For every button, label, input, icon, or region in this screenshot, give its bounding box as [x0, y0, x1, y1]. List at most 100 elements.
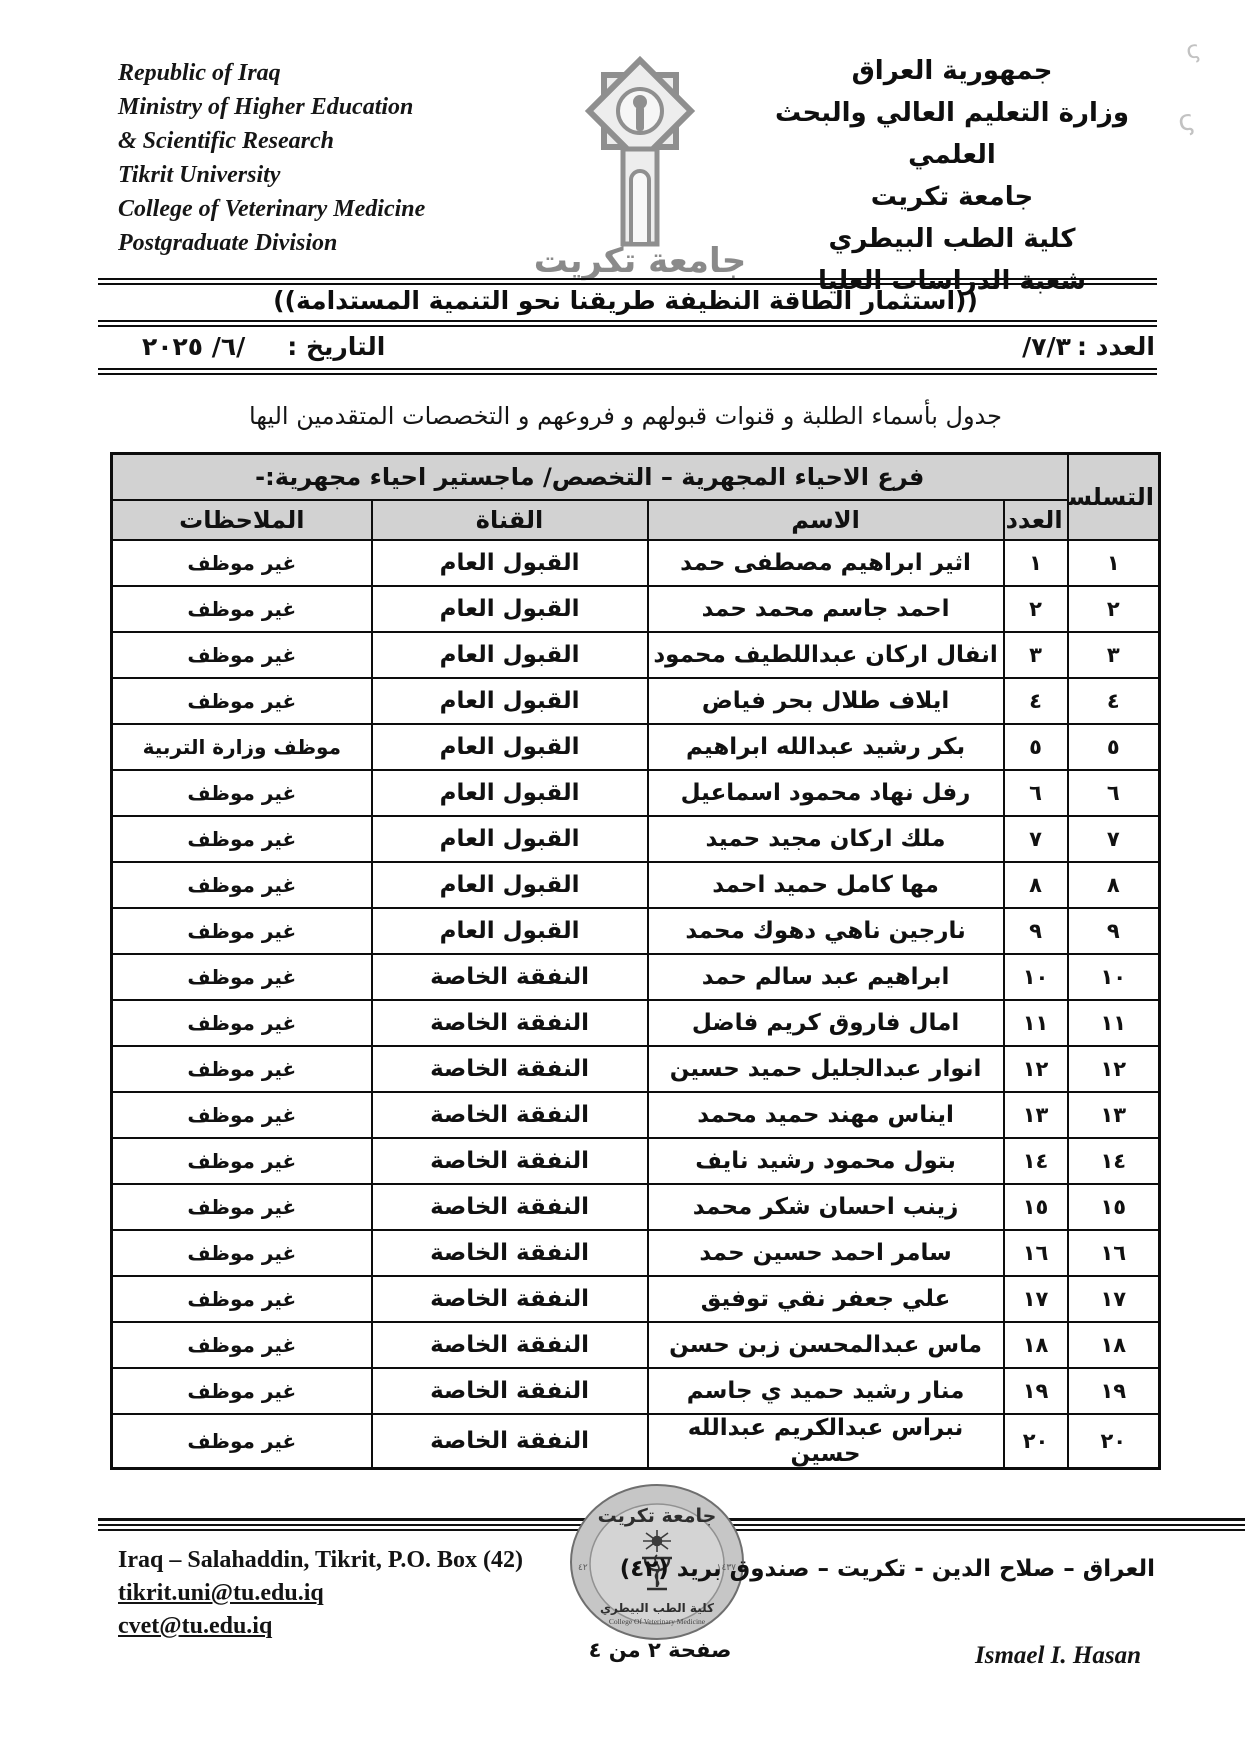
seal-year-left: ٤٢: [578, 1563, 588, 1573]
cell-serial: ٢: [1066, 584, 1161, 633]
cell-admission-channel: النفقة الخاصة: [370, 952, 649, 1001]
cell-student-name: مها كامل حميد احمد: [646, 860, 1005, 909]
cell-serial: ١٧: [1066, 1274, 1161, 1323]
cell-count: ١٣: [1002, 1090, 1069, 1139]
table-row: ٧ ٧ ملك اركان مجيد حميد القبول العام غير…: [110, 814, 1161, 863]
table-row: ١١ ١١ امال فاروق كريم فاضل النفقة الخاصة…: [110, 998, 1161, 1047]
table-row: ٥ ٥ بكر رشيد عبدالله ابراهيم القبول العا…: [110, 722, 1161, 771]
column-header-notes: الملاحظات: [110, 498, 373, 541]
seal-year-right: ١٤٣٧: [717, 1563, 737, 1573]
document-number-label: العدد :: [1076, 332, 1155, 361]
cell-notes: غير موظف: [110, 1228, 373, 1277]
cell-student-name: امال فاروق كريم فاضل: [646, 998, 1005, 1047]
cell-count: ١٨: [1002, 1320, 1069, 1369]
cell-count: ٥: [1002, 722, 1069, 771]
cell-serial: ١٢: [1066, 1044, 1161, 1093]
slogan-banner: ((استثمار الطاقة النظيفة طريقنا نحو التن…: [273, 286, 978, 315]
table-row: ٦ ٦ رفل نهاد محمود اسماعيل القبول العام …: [110, 768, 1161, 817]
pencil-mark: ς: [1183, 34, 1203, 66]
letterhead-arabic-line: وزارة التعليم العالي والبحث العلمي: [775, 98, 1129, 170]
cell-student-name: ملك اركان مجيد حميد: [646, 814, 1005, 863]
cell-student-name: احمد جاسم محمد حمد: [646, 584, 1005, 633]
cell-count: ٨: [1002, 860, 1069, 909]
cell-serial: ١٦: [1066, 1228, 1161, 1277]
letterhead-english-line: Republic of Iraq: [118, 60, 281, 86]
cell-serial: ١٤: [1066, 1136, 1161, 1185]
divider-rule: [98, 368, 1157, 375]
cell-admission-channel: النفقة الخاصة: [370, 1090, 649, 1139]
footer-email-university: tikrit.uni@tu.edu.iq: [118, 1580, 324, 1606]
cell-count: ١٦: [1002, 1228, 1069, 1277]
cell-notes: غير موظف: [110, 768, 373, 817]
cell-notes: غير موظف: [110, 952, 373, 1001]
cell-serial: ٤: [1066, 676, 1161, 725]
cell-admission-channel: القبول العام: [370, 860, 649, 909]
cell-admission-channel: النفقة الخاصة: [370, 1366, 649, 1415]
cell-student-name: نارجين ناهي دهوك محمد: [646, 906, 1005, 955]
cell-admission-channel: النفقة الخاصة: [370, 998, 649, 1047]
cell-notes: غير موظف: [110, 860, 373, 909]
cell-admission-channel: النفقة الخاصة: [370, 1044, 649, 1093]
cell-student-name: علي جعفر نقي توفيق: [646, 1274, 1005, 1323]
cell-count: ٢: [1002, 584, 1069, 633]
cell-notes: غير موظف: [110, 1412, 373, 1469]
college-seal-icon: جامعة تكريت كلية الطب البيطري College Of…: [570, 1484, 744, 1640]
cell-student-name: نبراس عبدالكريم عبدالله حسين: [646, 1412, 1005, 1469]
cell-notes: غير موظف: [110, 1044, 373, 1093]
cell-admission-channel: النفقة الخاصة: [370, 1182, 649, 1231]
students-table: التسلسل فرع الاحياء المجهرية – التخصص/ م…: [110, 452, 1162, 1470]
cell-serial: ٣: [1066, 630, 1161, 679]
cell-serial: ١: [1066, 538, 1161, 587]
cell-serial: ١٣: [1066, 1090, 1161, 1139]
document-date-label: التاريخ :: [287, 332, 386, 361]
cell-count: ١٥: [1002, 1182, 1069, 1231]
column-header-count: العدد: [1002, 498, 1069, 541]
cell-notes: غير موظف: [110, 1320, 373, 1369]
letterhead-arabic-line: شعبة الدراسات العليا: [817, 266, 1087, 296]
footer-address-en-line: Iraq – Salahaddin, Tikrit, P.O. Box (42): [118, 1547, 523, 1573]
cell-count: ١١: [1002, 998, 1069, 1047]
table-row: ٢٠ ٢٠ نبراس عبدالكريم عبدالله حسين النفق…: [110, 1412, 1161, 1469]
cell-student-name: زينب احسان شكر محمد: [646, 1182, 1005, 1231]
signature-name: Ismael I. Hasan: [974, 1642, 1141, 1669]
cell-admission-channel: القبول العام: [370, 538, 649, 587]
cell-notes: غير موظف: [110, 584, 373, 633]
seal-pharmacy-cup-icon: [642, 1554, 672, 1591]
table-row: ١٢ ١٢ انوار عبدالجليل حميد حسين النفقة ا…: [110, 1044, 1161, 1093]
letterhead-english-line: Ministry of Higher Education: [118, 94, 414, 120]
cell-admission-channel: القبول العام: [370, 676, 649, 725]
letterhead-arabic-line: كلية الطب البيطري: [828, 224, 1076, 254]
document-number: العدد : ٧/٣/: [1022, 332, 1155, 361]
cell-notes: غير موظف: [110, 630, 373, 679]
table-caption: جدول بأسماء الطلبة و قنوات قبولهم و فروع…: [249, 402, 1002, 430]
seal-top-text: جامعة تكريت: [598, 1505, 717, 1527]
footer-address-english: Iraq – Salahaddin, Tikrit, P.O. Box (42)…: [118, 1544, 523, 1643]
letterhead-arabic-line: جامعة تكريت: [870, 182, 1034, 212]
cell-serial: ١٠: [1066, 952, 1161, 1001]
cell-count: ٤: [1002, 676, 1069, 725]
cell-notes: غير موظف: [110, 1274, 373, 1323]
table-row: ١٣ ١٣ ايناس مهند حميد محمد النفقة الخاصة…: [110, 1090, 1161, 1139]
cell-student-name: ايلاف طلال بحر فياض: [646, 676, 1005, 725]
cell-count: ١٩: [1002, 1366, 1069, 1415]
cell-serial: ٨: [1066, 860, 1161, 909]
cell-count: ٦: [1002, 768, 1069, 817]
table-row: ٩ ٩ نارجين ناهي دهوك محمد القبول العام غ…: [110, 906, 1161, 955]
cell-admission-channel: النفقة الخاصة: [370, 1136, 649, 1185]
cell-admission-channel: النفقة الخاصة: [370, 1228, 649, 1277]
cell-serial: ١٥: [1066, 1182, 1161, 1231]
cell-notes: موظف وزارة التربية: [110, 722, 373, 771]
cell-count: ١٧: [1002, 1274, 1069, 1323]
seal-college-arabic: كلية الطب البيطري: [600, 1601, 714, 1615]
cell-count: ٩: [1002, 906, 1069, 955]
cell-student-name: ايناس مهند حميد محمد: [646, 1090, 1005, 1139]
cell-notes: غير موظف: [110, 538, 373, 587]
table-row: ١٤ ١٤ بتول محمود رشيد نايف النفقة الخاصة…: [110, 1136, 1161, 1185]
cell-admission-channel: القبول العام: [370, 768, 649, 817]
divider-rule: [98, 320, 1157, 327]
cell-student-name: انفال اركان عبداللطيف محمود: [646, 630, 1005, 679]
cell-notes: غير موظف: [110, 676, 373, 725]
cell-notes: غير موظف: [110, 906, 373, 955]
column-header-name: الاسم: [646, 498, 1005, 541]
